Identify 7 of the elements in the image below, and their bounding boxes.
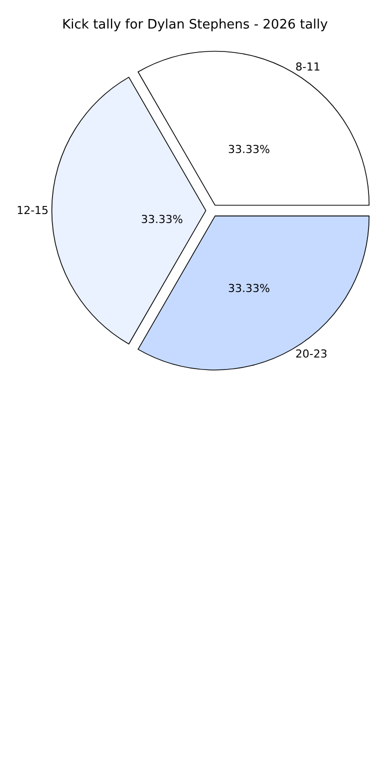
slice-label: 8-11 [295,60,320,74]
slice-label: 20-23 [295,348,328,361]
chart-title: Kick tally for Dylan Stephens - 2026 tally [62,18,328,33]
slice-label: 12-15 [16,204,49,218]
data-label: 33.33% [228,143,270,156]
data-label: 33.33% [228,282,270,295]
data-label: 33.33% [141,213,183,226]
